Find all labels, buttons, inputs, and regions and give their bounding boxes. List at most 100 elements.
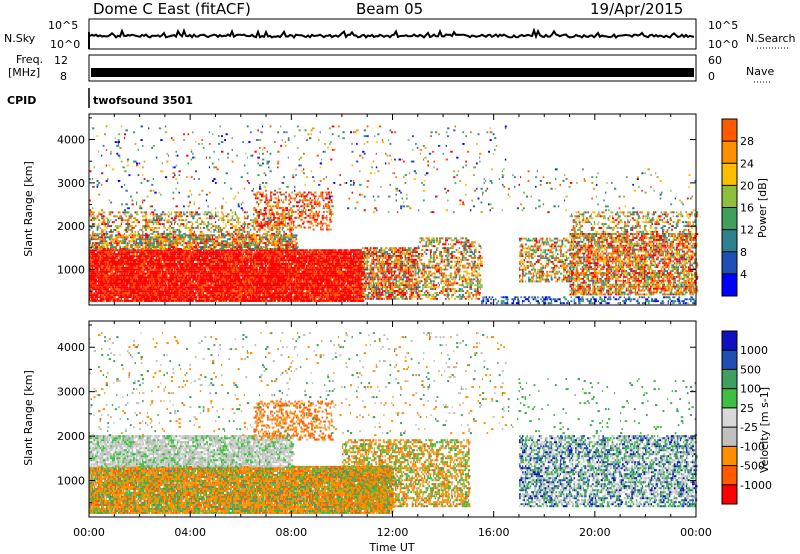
power-echo-cell bbox=[201, 261, 203, 263]
power-echo-cell bbox=[133, 288, 135, 291]
power-echo-cell bbox=[183, 263, 186, 265]
power-echo-cell bbox=[113, 292, 116, 295]
power-echo-cell bbox=[208, 253, 211, 256]
power-echo-cell bbox=[306, 294, 308, 297]
power-echo-cell bbox=[222, 284, 225, 287]
power-echo-cell bbox=[216, 268, 219, 271]
power-echo-cell bbox=[140, 284, 144, 287]
power-echo-cell bbox=[221, 300, 223, 302]
power-echo-cell bbox=[104, 296, 107, 298]
power-echo-cell bbox=[90, 288, 92, 291]
power-echo-cell bbox=[274, 300, 276, 302]
power-echo-cell bbox=[218, 280, 219, 283]
power-echo-cell bbox=[130, 296, 132, 298]
power-echo-cell bbox=[303, 263, 306, 265]
power-echo-cell bbox=[290, 266, 294, 269]
power-echo-cell bbox=[211, 290, 215, 293]
power-echo-cell bbox=[298, 300, 300, 302]
power-echo-cell bbox=[164, 284, 167, 287]
power-echo-cell bbox=[269, 268, 272, 271]
power-echo-cell bbox=[269, 272, 272, 275]
power-echo-cell bbox=[293, 264, 297, 267]
power-echo-cell bbox=[347, 263, 349, 265]
power-echo-cell bbox=[196, 300, 200, 302]
power-echo-cell bbox=[266, 282, 269, 285]
power-echo-cell bbox=[213, 300, 217, 302]
power-echo-cell bbox=[290, 278, 294, 281]
power-echo-cell bbox=[245, 274, 248, 277]
power-echo-cell bbox=[295, 288, 299, 291]
power-echo-cell bbox=[149, 296, 152, 298]
power-echo-cell bbox=[286, 294, 289, 297]
power-echo-cell bbox=[227, 270, 230, 273]
power-echo-cell bbox=[123, 288, 126, 291]
power-echo-cell bbox=[172, 298, 176, 300]
power-echo-cell bbox=[101, 255, 104, 258]
power-echo-cell bbox=[293, 261, 296, 263]
power-echo-cell bbox=[187, 298, 191, 300]
power-echo-cell bbox=[137, 294, 141, 297]
power-echo-cell bbox=[284, 282, 287, 285]
power-echo-cell bbox=[166, 268, 169, 271]
power-echo-cell bbox=[114, 270, 117, 273]
power-echo-cell bbox=[152, 272, 156, 275]
power-echo-cell bbox=[295, 268, 298, 271]
power-echo-cell bbox=[123, 261, 126, 263]
power-echo-cell bbox=[266, 296, 269, 298]
power-echo-cell bbox=[136, 298, 139, 300]
power-echo-cell bbox=[154, 249, 159, 252]
power-echo-cell bbox=[298, 249, 300, 252]
power-echo-cell bbox=[104, 282, 106, 285]
power-echo-cell bbox=[128, 290, 130, 293]
power-echo-cell bbox=[151, 264, 154, 267]
power-echo-cell bbox=[330, 294, 334, 297]
power-echo-cell bbox=[195, 263, 198, 265]
power-echo-cell bbox=[174, 236, 177, 239]
power-echo-cell bbox=[287, 274, 290, 277]
power-echo-cell bbox=[186, 276, 188, 279]
power-echo-cell bbox=[95, 268, 97, 271]
power-echo-cell bbox=[340, 251, 343, 254]
power-echo-cell bbox=[222, 274, 224, 277]
power-echo-cell bbox=[181, 249, 184, 252]
power-echo-cell bbox=[345, 259, 347, 261]
power-echo-cell bbox=[177, 259, 179, 261]
power-echo-cell bbox=[160, 284, 162, 287]
power-echo-cell bbox=[257, 263, 261, 265]
power-echo-cell bbox=[277, 282, 280, 285]
power-echo-cell bbox=[278, 263, 280, 265]
power-echo-cell bbox=[243, 290, 246, 293]
power-echo-cell bbox=[101, 294, 104, 297]
power-echo-cell bbox=[178, 276, 182, 279]
power-echo-cell bbox=[271, 249, 274, 252]
power-echo-cell bbox=[167, 264, 169, 267]
power-echo-cell bbox=[249, 257, 252, 259]
power-echo-cell bbox=[298, 264, 302, 267]
power-echo-cell bbox=[324, 270, 327, 273]
power-echo-cell bbox=[240, 298, 244, 300]
power-echo-cell bbox=[301, 261, 303, 263]
power-echo-cell bbox=[278, 253, 282, 256]
power-echo-cell bbox=[152, 288, 156, 291]
power-echo-cell bbox=[205, 282, 207, 285]
power-echo-cell bbox=[252, 270, 255, 273]
power-echo-cell bbox=[136, 246, 140, 248]
power-echo-cell bbox=[255, 259, 258, 261]
power-echo-cell bbox=[128, 253, 130, 256]
power-echo-cell bbox=[242, 280, 244, 283]
power-echo-cell bbox=[195, 276, 197, 279]
power-echo-cell bbox=[310, 300, 313, 302]
power-echo-cell bbox=[155, 292, 159, 295]
power-echo-cell bbox=[183, 298, 185, 300]
power-echo-cell bbox=[210, 300, 213, 302]
power-echo-cell bbox=[246, 300, 250, 302]
power-echo-cell bbox=[130, 266, 133, 269]
cpid-row: CPID twofsound 3501 bbox=[7, 88, 193, 108]
power-echo-cell bbox=[152, 259, 156, 261]
power-echo-cell bbox=[113, 259, 116, 261]
power-echo-cell bbox=[246, 255, 248, 258]
power-echo-cell bbox=[350, 296, 352, 298]
power-echo-cell bbox=[125, 288, 129, 291]
power-echo-cell bbox=[123, 296, 127, 298]
